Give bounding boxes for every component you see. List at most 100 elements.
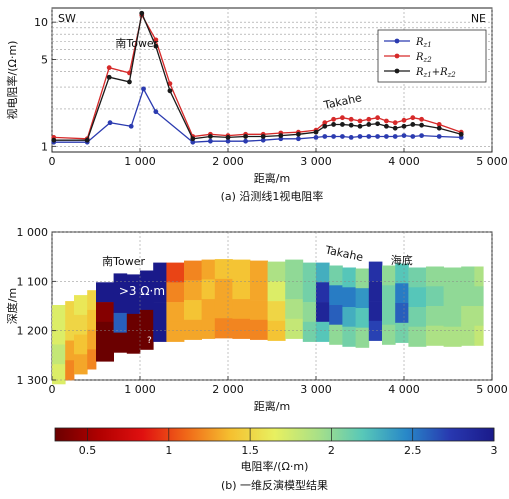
model-cell — [140, 270, 154, 291]
model-cell — [232, 279, 251, 300]
model-cell — [232, 318, 251, 339]
model-cell — [96, 341, 114, 362]
y-tick-label-a: 5 — [41, 54, 48, 67]
series-point-1 — [366, 116, 372, 122]
series-point-1 — [340, 115, 345, 121]
series-point-2 — [340, 122, 345, 127]
series-point-2 — [384, 123, 389, 129]
model-cell — [461, 266, 475, 287]
colorbar-ramp — [54, 427, 495, 442]
model-cell — [355, 268, 370, 289]
series-point-2 — [190, 136, 196, 142]
series-point-0 — [401, 133, 407, 138]
series-point-0 — [331, 134, 336, 139]
legend-entry: Rz2 — [415, 52, 432, 64]
series-point-1 — [331, 116, 336, 122]
model-cell — [65, 340, 75, 361]
model-cell — [382, 305, 396, 326]
annotation-question-mark: ? — [147, 336, 152, 346]
series-point-0 — [348, 134, 354, 140]
series-point-2 — [357, 123, 363, 129]
series-point-0 — [392, 134, 398, 139]
x-tick-label-b: 3 000 — [300, 383, 332, 396]
model-cell — [316, 262, 330, 283]
model-cell — [395, 283, 409, 304]
model-cell — [329, 324, 343, 345]
model-cell — [316, 321, 330, 342]
series-point-1 — [375, 115, 380, 121]
series-point-1 — [153, 37, 159, 43]
x-tick-label-a: 3 000 — [300, 155, 332, 168]
annotation-seafloor: 海底 — [391, 253, 413, 267]
series-point-0 — [384, 134, 389, 139]
model-cell — [166, 282, 185, 303]
x-tick-label-a: 0 — [49, 155, 56, 168]
model-cell — [395, 322, 409, 343]
model-cell — [382, 265, 396, 286]
x-tick-label-b: 0 — [49, 383, 56, 396]
model-cell — [184, 319, 202, 340]
model-cell — [113, 273, 128, 294]
model-cell — [166, 262, 185, 283]
model-cell — [461, 286, 475, 307]
colorbar-tick-label: 1.5 — [241, 444, 259, 457]
series-point-1 — [401, 117, 407, 123]
model-cell — [184, 300, 202, 321]
grid-b — [51, 231, 493, 381]
model-cell — [113, 293, 128, 314]
series-point-2 — [401, 123, 407, 129]
x-axis-label-a: 距离/m — [254, 171, 290, 185]
model-cell — [166, 321, 185, 342]
series-point-0 — [322, 134, 328, 139]
model-cell — [267, 301, 286, 322]
model-cell — [153, 321, 167, 342]
model-cell — [65, 301, 75, 322]
series-point-0 — [340, 134, 345, 139]
series-point-2 — [375, 121, 380, 127]
model-cell — [342, 307, 356, 328]
series-point-0 — [190, 139, 196, 145]
model-cell — [96, 321, 114, 342]
legend-a: Rz1 Rz2 Rz1+Rz2 — [377, 29, 487, 83]
model-cell — [368, 261, 383, 282]
series-point-0 — [366, 134, 372, 139]
model-cell — [184, 280, 202, 301]
model-cell — [140, 290, 154, 311]
series-point-1 — [357, 118, 363, 124]
y-tick-label-b: 1 300 — [17, 374, 49, 387]
model-cell — [214, 318, 233, 339]
model-cell — [426, 266, 444, 287]
series-point-0 — [208, 138, 213, 144]
x-tick-label-b: 4 000 — [388, 383, 420, 396]
model-cell — [126, 313, 141, 334]
series-point-1 — [384, 118, 389, 124]
y-axis-label-a: 视电阻率/(Ω·m) — [5, 41, 19, 120]
annotation-tower-b: 南Tower — [102, 255, 145, 268]
model-cell — [285, 279, 304, 300]
colorbar: 0.5 1 1.5 2 2.5 3 — [54, 427, 498, 457]
model-cell — [355, 327, 370, 348]
ticks-b: 0 1 000 2 000 3 000 4 000 5 000 1 000 1 100 1 20… — [17, 226, 508, 396]
colorbar-tick-label: 3 — [491, 444, 498, 457]
model-cell — [52, 344, 66, 365]
model-cell — [74, 354, 88, 375]
model-cell — [113, 312, 128, 333]
x-tick-label-a: 2 000 — [212, 155, 244, 168]
model-cell — [214, 298, 233, 319]
series-point-2 — [296, 131, 301, 137]
x-tick-label-b: 1 000 — [124, 383, 156, 396]
x-axis-label-b: 距离/m — [254, 399, 290, 413]
series-point-2 — [106, 74, 112, 80]
ticks-a: 0 1 000 2 000 3 000 4 000 5 000 1 5 10 — [34, 16, 508, 168]
model-cell — [474, 286, 484, 307]
series-point-2 — [366, 122, 372, 127]
colorbar-label: 电阻率/(Ω·m) — [241, 459, 309, 473]
model-cell — [52, 305, 66, 326]
model-cell — [250, 260, 268, 281]
model-cell — [355, 308, 370, 329]
series-point-2 — [392, 125, 398, 131]
model-cell — [153, 282, 167, 303]
series-point-1 — [106, 65, 112, 71]
x-tick-label-b: 5 000 — [476, 383, 508, 396]
model-cell — [250, 319, 268, 340]
